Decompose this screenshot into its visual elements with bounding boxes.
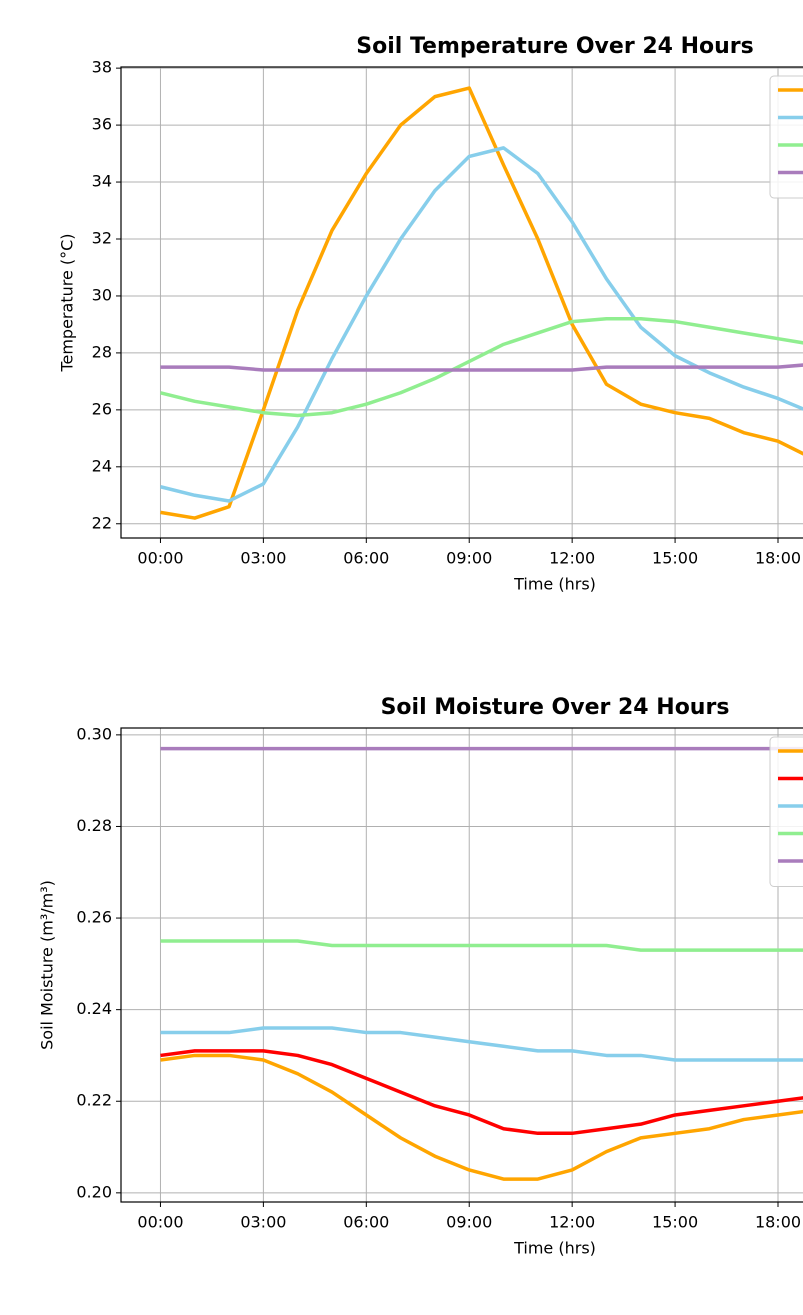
- y-tick-label: 0.30: [76, 724, 112, 743]
- x-tick-label: 09:00: [446, 1213, 492, 1232]
- y-axis-label: Temperature (°C): [58, 233, 77, 372]
- x-tick-label: 12:00: [549, 1213, 595, 1232]
- x-axis-label: Time (hrs): [513, 575, 596, 594]
- y-tick-label: 26: [92, 399, 112, 418]
- series-line: [160, 939, 803, 952]
- y-tick-label: 30: [92, 285, 112, 304]
- series-line: [160, 316, 803, 418]
- x-tick-label: 15:00: [652, 549, 698, 568]
- plot-frame: [120, 66, 803, 539]
- x-tick-label: 09:00: [446, 549, 492, 568]
- series-line: [160, 363, 803, 372]
- y-tick-label: 0.20: [76, 1182, 112, 1201]
- chart-title: Soil Moisture Over 24 Hours: [381, 695, 730, 720]
- x-tick-label: 00:00: [137, 1213, 183, 1232]
- y-tick-label: 36: [92, 115, 112, 134]
- series-line: [160, 1026, 803, 1062]
- series-line: [160, 1053, 803, 1181]
- x-tick-label: 18:00: [755, 1213, 801, 1232]
- x-tick-label: 00:00: [137, 549, 183, 568]
- x-tick-label: 12:00: [549, 549, 595, 568]
- x-tick-label: 03:00: [240, 549, 286, 568]
- y-tick-label: 32: [92, 228, 112, 247]
- chart-title: Soil Temperature Over 24 Hours: [356, 34, 753, 59]
- y-tick-label: 0.26: [76, 908, 112, 927]
- y-tick-label: 22: [92, 513, 112, 532]
- x-tick-label: 06:00: [343, 549, 389, 568]
- x-tick-label: 03:00: [240, 1213, 286, 1232]
- series-line: [160, 146, 803, 503]
- y-tick-label: 24: [92, 456, 112, 475]
- legend-box: [769, 736, 803, 887]
- x-tick-label: 18:00: [755, 549, 801, 568]
- y-tick-label: 34: [92, 172, 112, 191]
- y-tick-label: 38: [92, 58, 112, 77]
- x-tick-label: 15:00: [652, 1213, 698, 1232]
- y-tick-label: 28: [92, 342, 112, 361]
- x-tick-label: 06:00: [343, 1213, 389, 1232]
- series-line: [160, 1049, 803, 1136]
- legend-box: [769, 75, 803, 199]
- y-tick-label: 0.28: [76, 816, 112, 835]
- y-axis-label: Soil Moisture (m³/m³): [38, 880, 57, 1050]
- y-tick-label: 0.24: [76, 999, 112, 1018]
- plot-frame: [120, 727, 803, 1203]
- y-tick-label: 0.22: [76, 1091, 112, 1110]
- series-line: [160, 86, 803, 520]
- x-axis-label: Time (hrs): [513, 1239, 596, 1258]
